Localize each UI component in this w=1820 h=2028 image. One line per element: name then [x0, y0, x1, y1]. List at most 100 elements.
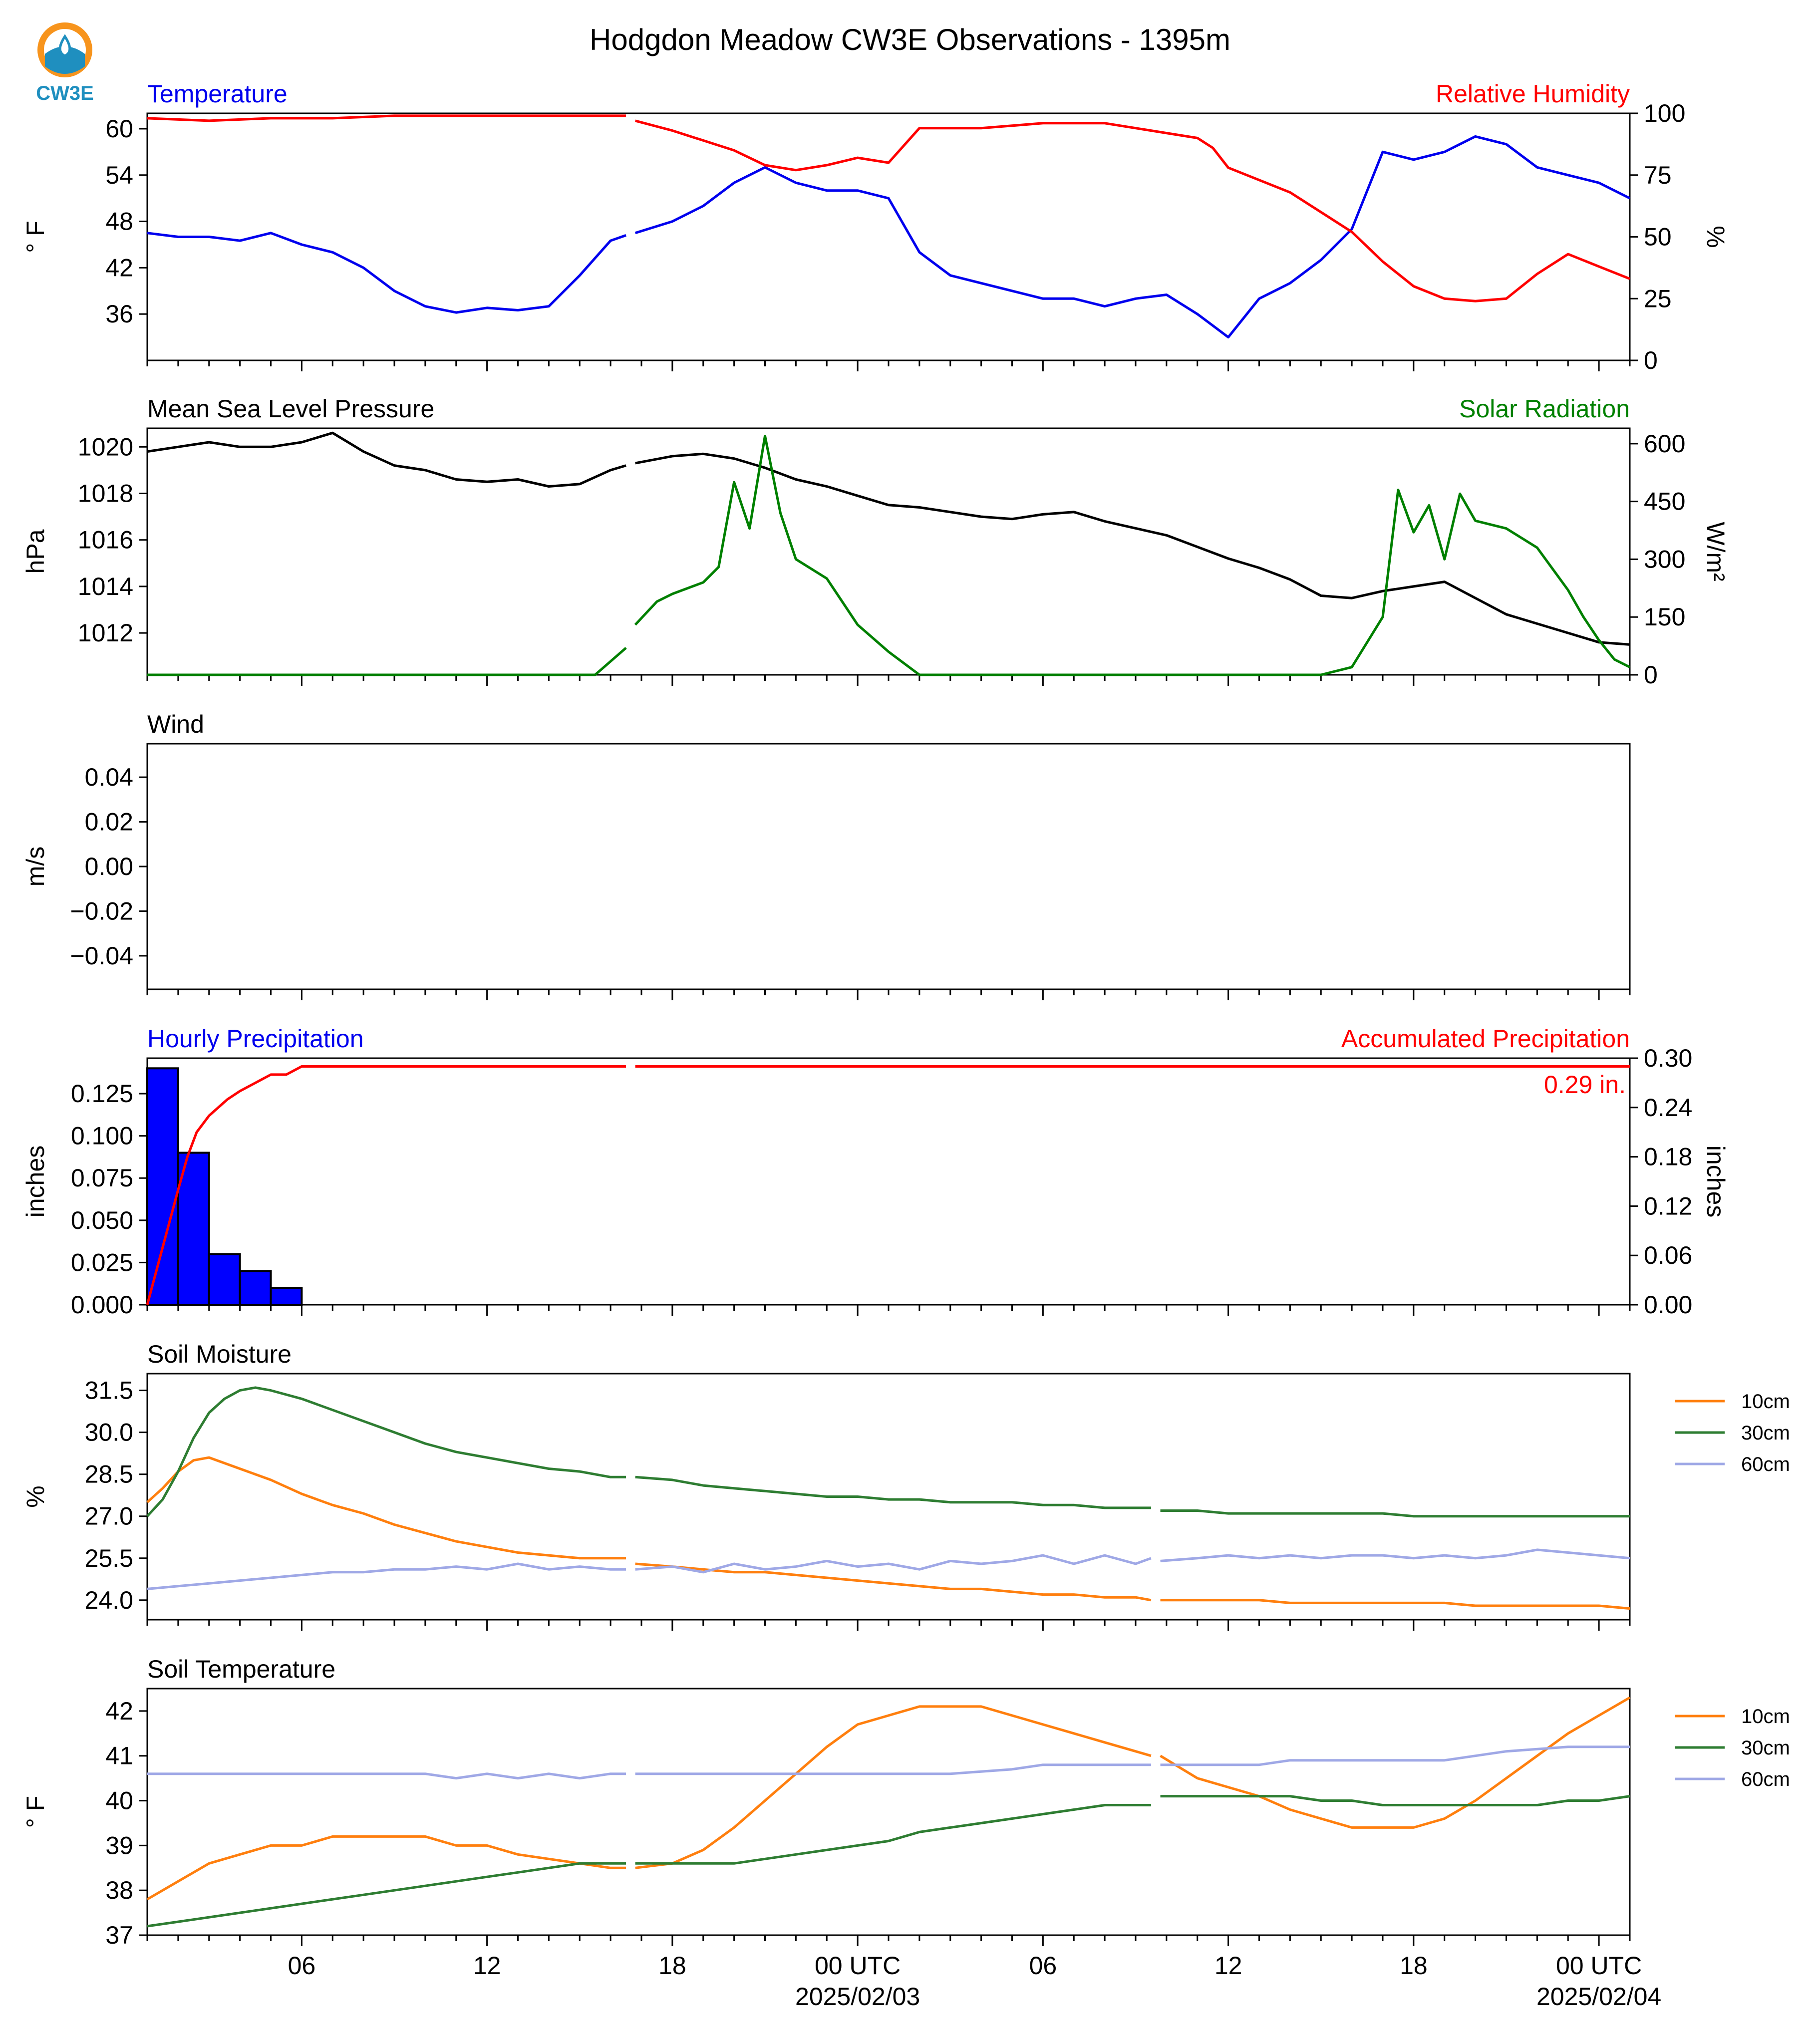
series-line-accum — [146, 1065, 626, 1305]
series-line-mslp — [147, 431, 626, 488]
series-line-60cm — [147, 1562, 626, 1590]
y-tick-label-right: 0 — [1644, 346, 1658, 374]
logo-text: CW3E — [36, 82, 94, 104]
y-tick-label-right: 0 — [1644, 661, 1658, 689]
y-tick-label-right: 0.18 — [1644, 1143, 1692, 1171]
cw3e-logo: CW3E — [36, 22, 94, 104]
y-axis-label: m/s — [21, 847, 49, 887]
x-tick-label: 00 UTC — [815, 1952, 901, 1980]
legend-label: 10cm — [1741, 1391, 1790, 1413]
series-line-30cm — [1160, 1795, 1630, 1806]
series-line-30cm — [635, 1804, 1151, 1865]
x-tick-label: 18 — [1400, 1952, 1428, 1980]
y-tick-label: 0.075 — [71, 1164, 133, 1192]
y-tick-label-right: 50 — [1644, 223, 1672, 251]
panel-title-left: Wind — [147, 710, 204, 738]
accum-annotation: 0.29 in. — [1544, 1071, 1626, 1099]
y-tick-label: 27.0 — [85, 1502, 133, 1530]
series-line-10cm — [1160, 1696, 1631, 1829]
series-line-10cm — [635, 1705, 1152, 1869]
y-tick-label: 25.5 — [85, 1544, 133, 1572]
series-line-10cm — [146, 1456, 626, 1560]
series-line-30cm — [147, 1862, 626, 1928]
y-tick-label: 37 — [105, 1921, 133, 1949]
y-tick-label: 28.5 — [85, 1460, 133, 1488]
y-tick-label: 31.5 — [85, 1377, 133, 1405]
y-tick-label: 1020 — [78, 433, 133, 461]
precip-bar — [270, 1287, 303, 1306]
y-tick-label: 24.0 — [85, 1586, 133, 1614]
y-tick-label-right: 450 — [1644, 488, 1685, 516]
series-line-60cm — [147, 1772, 626, 1780]
y-axis-label: inches — [21, 1146, 49, 1218]
panel-title-right: Relative Humidity — [1436, 80, 1630, 108]
legend-label: 10cm — [1741, 1706, 1790, 1728]
y-tick-label: 30.0 — [85, 1419, 133, 1447]
panel-title-left: Hourly Precipitation — [147, 1025, 364, 1053]
y-tick-label-right: 0.24 — [1644, 1094, 1692, 1122]
x-tick-label: 12 — [1214, 1952, 1242, 1980]
y-tick-label-right: 0.12 — [1644, 1192, 1692, 1220]
y-tick-label: 41 — [105, 1742, 133, 1770]
y-tick-label-right: 300 — [1644, 545, 1685, 573]
y-axis-label: % — [21, 1485, 49, 1507]
series-line-10cm — [635, 1562, 1152, 1602]
precip-bar — [208, 1253, 241, 1306]
series-line-rh — [147, 114, 626, 122]
legend-label: 30cm — [1741, 1737, 1790, 1759]
y-tick-label: 38 — [105, 1876, 133, 1904]
series-line-10cm — [1160, 1599, 1630, 1610]
y-tick-label: 0.100 — [71, 1122, 133, 1150]
y-tick-label: 48 — [105, 208, 133, 236]
y-tick-label-right: 0.06 — [1644, 1241, 1692, 1269]
y-tick-label: 39 — [105, 1831, 133, 1859]
y-axis-label-right: % — [1702, 226, 1730, 248]
series-line-60cm — [635, 1554, 1152, 1574]
series-line-30cm — [146, 1386, 626, 1517]
y-axis-label-right: W/m² — [1702, 522, 1730, 581]
x-tick-sublabel: 2025/02/03 — [795, 1983, 920, 2011]
panel-title-left: Temperature — [147, 80, 288, 108]
series-line-solar — [147, 647, 627, 676]
x-tick-label: 00 UTC — [1556, 1952, 1642, 1980]
y-tick-label: 1014 — [78, 573, 133, 600]
y-tick-label: 0.000 — [71, 1291, 133, 1319]
x-tick-label: 18 — [658, 1952, 686, 1980]
y-tick-label: 54 — [105, 161, 133, 189]
series-line-rh — [634, 119, 1630, 302]
x-tick-label: 06 — [1029, 1952, 1057, 1980]
y-axis-label: ° F — [21, 221, 49, 253]
series-line-temp — [634, 135, 1631, 339]
x-tick-label: 12 — [473, 1952, 501, 1980]
panel-frame — [146, 1688, 1631, 1936]
precip-bar — [177, 1152, 210, 1306]
y-tick-label: 0.025 — [71, 1248, 133, 1276]
y-tick-label: 60 — [105, 115, 133, 143]
y-tick-label-right: 0.00 — [1644, 1291, 1692, 1319]
y-axis-label: hPa — [21, 529, 49, 574]
series-line-60cm — [635, 1763, 1151, 1775]
panel-soil_moisture: Soil Moisture 24.0 25.5 27.0 28.5 30.0 31.5% 10… — [21, 1340, 1790, 1631]
y-tick-label-right: 600 — [1644, 430, 1685, 458]
y-tick-label: 0.125 — [71, 1080, 133, 1108]
panel-title-left: Soil Temperature — [147, 1655, 335, 1683]
panel-wind: Wind −0.04 −0.02 0.00 0.02 0.04 m/s — [21, 710, 1631, 1000]
panel-title-left: Soil Moisture — [147, 1340, 292, 1368]
y-tick-label: 1016 — [78, 526, 133, 554]
y-tick-label: 36 — [105, 300, 133, 328]
y-tick-label: 0.050 — [71, 1206, 133, 1234]
series-line-10cm — [146, 1835, 626, 1901]
legend-label: 30cm — [1741, 1422, 1790, 1444]
panel-frame — [146, 743, 1631, 990]
panel-title-left: Mean Sea Level Pressure — [147, 395, 434, 423]
series-line-30cm — [1160, 1509, 1630, 1518]
panel-pressure_solar: Mean Sea Level Pressure Solar Radiation 10… — [21, 395, 1730, 689]
panel-soil_temperature: Soil Temperature 37 38 39 40 41 42 ° F 06 12 18 00 … — [21, 1655, 1790, 2011]
series-line-solar — [634, 434, 1631, 676]
panel-title-right: Solar Radiation — [1459, 395, 1630, 423]
y-tick-label: 0.00 — [85, 853, 133, 880]
y-tick-label: 1012 — [78, 619, 133, 647]
y-tick-label-right: 100 — [1644, 99, 1685, 127]
legend-label: 60cm — [1741, 1453, 1790, 1475]
